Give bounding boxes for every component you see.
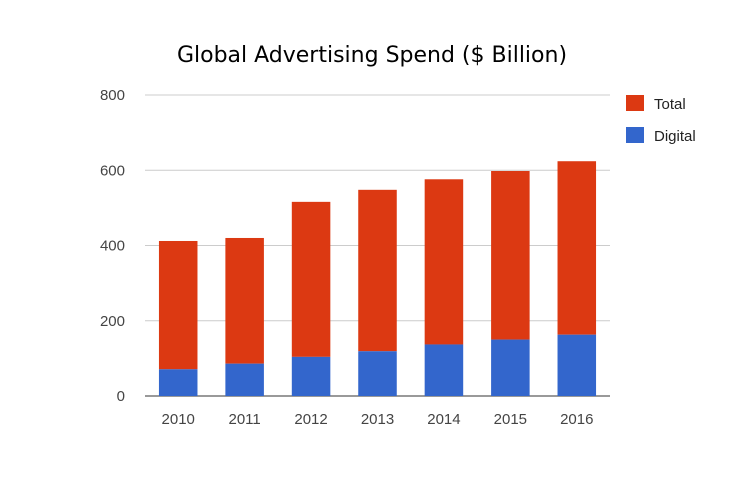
bar-total-2011 — [225, 237, 264, 364]
bar-total-2010 — [158, 240, 198, 370]
x-tick-label: 2013 — [361, 411, 394, 428]
bar-digital-2012 — [291, 356, 331, 396]
bar-digital-2010 — [158, 369, 198, 396]
bar-digital-2014 — [424, 344, 464, 396]
x-tick-label: 2012 — [294, 411, 327, 428]
y-tick-label: 200 — [100, 313, 125, 330]
bar-total-2014 — [424, 179, 464, 345]
x-tick-label: 2016 — [560, 411, 593, 428]
chart-title: Global Advertising Spend ($ Billion) — [177, 43, 567, 68]
legend-label-total: Total — [654, 96, 686, 113]
legend: Total Digital — [626, 95, 696, 145]
y-tick-label: 600 — [100, 162, 125, 179]
bar-digital-2015 — [491, 339, 530, 396]
x-tick-label: 2015 — [494, 411, 527, 428]
bar-digital-2011 — [225, 363, 264, 396]
bar-total-2013 — [358, 189, 397, 352]
bar-digital-2016 — [557, 334, 597, 396]
x-tick-label: 2011 — [229, 411, 261, 428]
bar-total-2012 — [291, 201, 331, 357]
y-axis-tick-labels: 0 200 400 600 800 — [100, 87, 125, 405]
bar-total-2016 — [557, 161, 597, 335]
legend-swatch-total — [626, 95, 644, 111]
y-tick-label: 0 — [117, 388, 125, 405]
x-tick-label: 2014 — [427, 411, 460, 428]
bar-digital-2013 — [358, 351, 397, 396]
bars — [158, 161, 597, 396]
legend-label-digital: Digital — [654, 128, 696, 145]
y-tick-label: 800 — [100, 87, 125, 104]
y-tick-label: 400 — [100, 238, 125, 255]
bar-total-2015 — [491, 171, 530, 340]
x-axis-tick-labels: 2010 2011 2012 2013 2014 2015 2016 — [162, 411, 594, 428]
x-tick-label: 2010 — [162, 411, 195, 428]
legend-swatch-digital — [626, 127, 644, 143]
